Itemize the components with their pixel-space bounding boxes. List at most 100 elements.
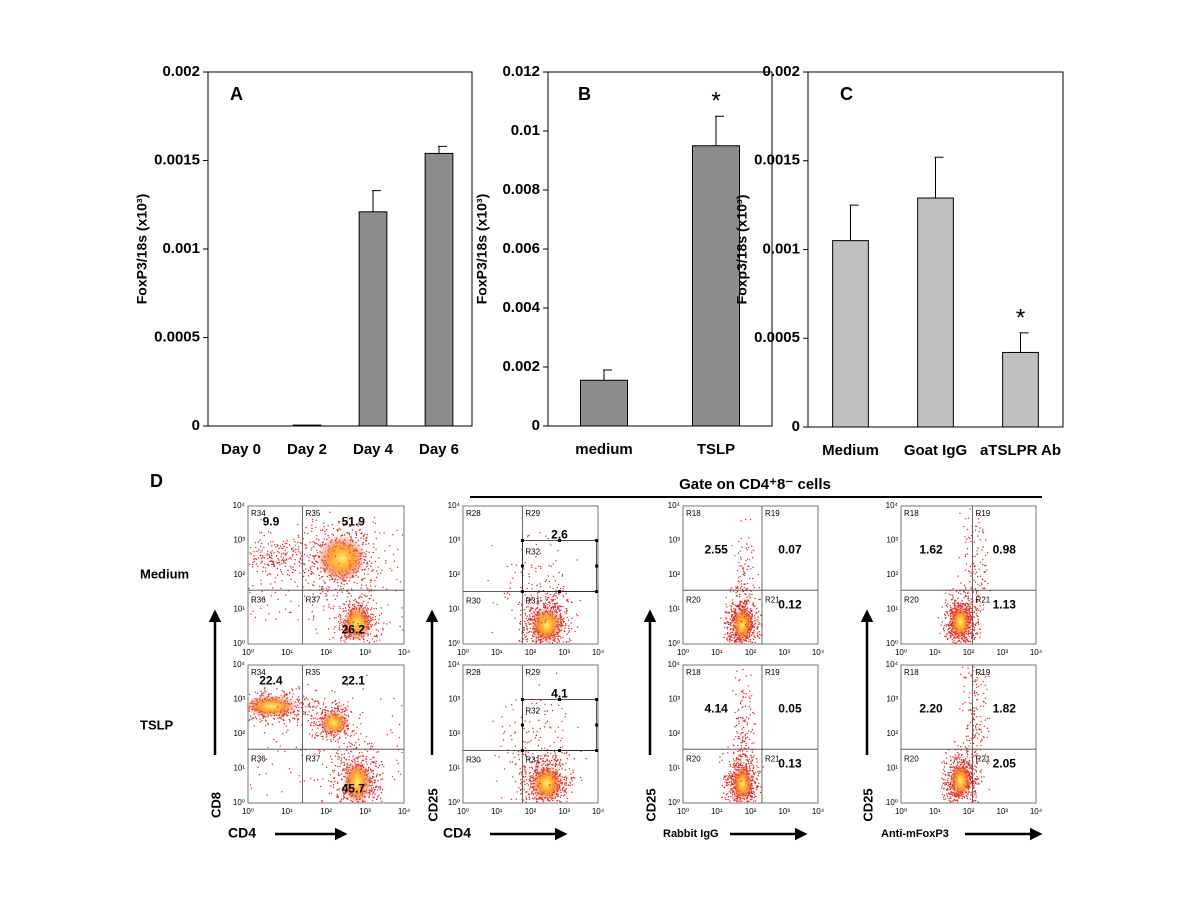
event-dot [318, 539, 319, 540]
dot-plot: R28R29R32R30R312.610⁰10⁰10¹10¹10²10²10³1… [448, 501, 605, 657]
event-dot [731, 634, 732, 635]
event-dot [261, 692, 262, 693]
event-dot [378, 630, 379, 631]
event-dot [757, 616, 758, 617]
event-dot [281, 560, 282, 561]
event-dot [553, 576, 554, 577]
event-dot [531, 565, 532, 566]
event-dot [568, 632, 569, 633]
event-dot [328, 606, 329, 607]
event-dot [278, 559, 279, 560]
event-dot [528, 794, 529, 795]
gate-handle [521, 539, 524, 542]
event-dot [268, 565, 269, 566]
event-dot [283, 546, 284, 547]
event-dot [565, 763, 566, 764]
event-dot [304, 532, 305, 533]
event-dot [727, 752, 728, 753]
event-dot [564, 628, 565, 629]
significance-mark: * [711, 88, 720, 115]
event-dot [562, 764, 563, 765]
event-dot [547, 597, 548, 598]
event-dot [274, 544, 275, 545]
event-dot [510, 735, 511, 736]
event-dot [337, 795, 338, 796]
event-dot [391, 732, 392, 733]
event-dot [311, 718, 312, 719]
event-dot [559, 764, 560, 765]
event-dot [311, 547, 312, 548]
x-tick-label: 10² [525, 648, 537, 657]
event-dot [546, 755, 547, 756]
event-dot [492, 721, 493, 722]
event-dot [375, 619, 376, 620]
error-bar [1020, 333, 1029, 353]
event-dot [510, 582, 511, 583]
x-tick-label: 10² [320, 648, 332, 657]
event-dot [256, 559, 257, 560]
event-dot [297, 698, 298, 699]
event-dot [754, 587, 755, 588]
density-core [245, 696, 298, 718]
event-dot [562, 777, 563, 778]
event-dot [298, 551, 299, 552]
event-dot [730, 792, 731, 793]
event-dot [298, 546, 299, 547]
event-dot [552, 588, 553, 589]
event-dot [317, 725, 318, 726]
event-dot [269, 693, 270, 694]
event-dot [529, 788, 530, 789]
event-dot [373, 792, 374, 793]
event-dot [562, 637, 563, 638]
significance-mark: * [1016, 304, 1025, 331]
event-dot [366, 566, 367, 567]
event-dot [333, 628, 334, 629]
event-dot [523, 800, 524, 801]
y-tick-label: 10³ [448, 695, 460, 704]
event-dot [280, 546, 281, 547]
event-dot [257, 767, 258, 768]
event-dot [349, 534, 350, 535]
event-dot [276, 555, 277, 556]
event-dot [540, 600, 541, 601]
event-dot [324, 533, 325, 534]
event-dot [349, 564, 350, 565]
quadrant-percent: 0.12 [778, 598, 802, 612]
region-label: R36 [251, 595, 266, 604]
event-dot [524, 768, 525, 769]
event-dot [335, 617, 336, 618]
event-dot [740, 587, 741, 588]
event-dot [571, 780, 572, 781]
event-dot [525, 720, 526, 721]
event-dot [335, 741, 336, 742]
event-dot [264, 535, 265, 536]
event-dot [749, 578, 750, 579]
event-dot [303, 576, 304, 577]
event-dot [384, 550, 385, 551]
event-dot [570, 785, 571, 786]
event-dot [567, 617, 568, 618]
event-dot [305, 714, 306, 715]
event-dot [544, 714, 545, 715]
event-dot [540, 568, 541, 569]
event-dot [376, 751, 377, 752]
event-dot [566, 784, 567, 785]
event-dot [261, 591, 262, 592]
event-dot [322, 588, 323, 589]
y-tick-label: 0.01 [511, 122, 540, 139]
event-dot [726, 794, 727, 795]
event-dot [552, 710, 553, 711]
event-dot [360, 756, 361, 757]
event-dot [328, 780, 329, 781]
event-dot [572, 770, 573, 771]
event-dot [727, 632, 728, 633]
event-dot [525, 613, 526, 614]
y-tick-label: 10¹ [448, 605, 460, 614]
y-tick-label: 10³ [448, 536, 460, 545]
event-dot [560, 797, 561, 798]
event-dot [353, 734, 354, 735]
event-dot [385, 560, 386, 561]
event-dot [324, 698, 325, 699]
event-dot [332, 714, 333, 715]
event-dot [394, 561, 395, 562]
